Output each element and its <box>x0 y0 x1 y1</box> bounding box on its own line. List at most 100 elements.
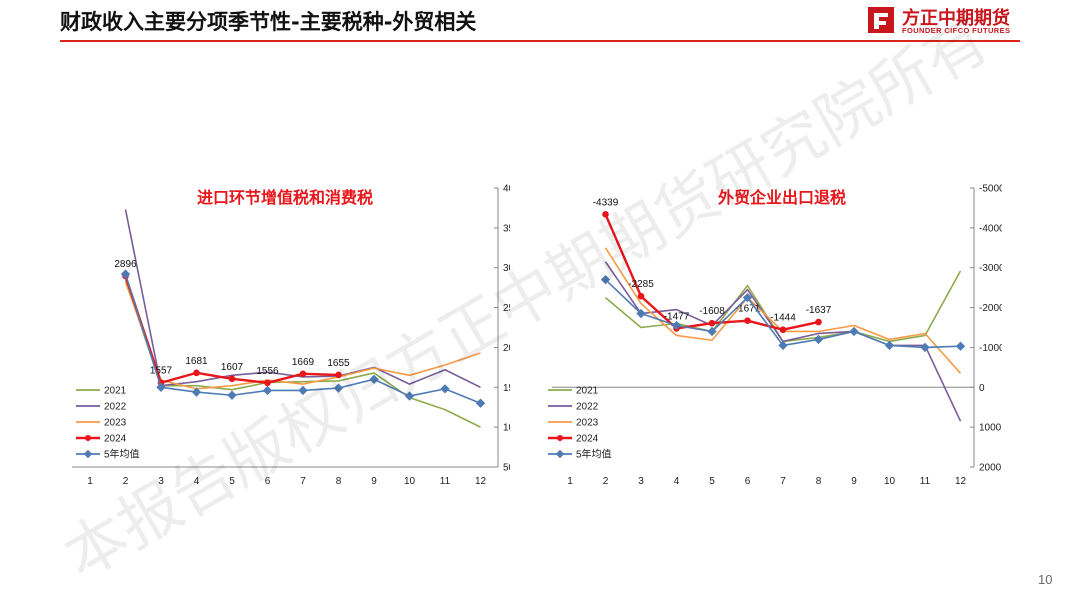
data-label-2024: -1608 <box>699 306 725 317</box>
x-tick-label: 1 <box>567 476 573 487</box>
data-label-2024: 2896 <box>114 259 137 270</box>
x-tick-label: 1 <box>87 476 93 487</box>
y-tick-label: 1000 <box>979 423 1002 434</box>
data-label-2024: 1669 <box>292 357 315 368</box>
page-number: 10 <box>1038 572 1053 587</box>
y-tick-label: -1000 <box>979 343 1002 354</box>
x-tick-label: 4 <box>674 476 680 487</box>
y-tick-label: -2000 <box>979 303 1002 314</box>
data-point-2024 <box>708 319 716 327</box>
data-point-2024 <box>602 211 609 218</box>
x-tick-label: 6 <box>745 476 751 487</box>
x-tick-label: 12 <box>475 476 487 487</box>
data-label-2024: -1671 <box>735 304 761 315</box>
data-point-2024 <box>264 379 271 387</box>
title-divider <box>60 40 1020 42</box>
avg-point-marker <box>440 384 450 394</box>
avg-point-marker <box>671 320 682 331</box>
y-tick-label: 4000 <box>503 184 510 195</box>
legend-entry: 2023 <box>104 418 127 429</box>
x-tick-label: 8 <box>336 476 342 487</box>
y-tick-label: -3000 <box>979 263 1002 274</box>
x-tick-label: 7 <box>300 476 306 487</box>
x-tick-label: 2 <box>123 476 129 487</box>
chart-import-vat: 进口环节增值税和消费税40003500300025002000150010005… <box>72 184 510 487</box>
x-tick-label: 3 <box>638 476 644 487</box>
avg-point-marker <box>298 385 308 396</box>
chart-title: 进口环节增值税和消费税 <box>197 188 373 207</box>
x-tick-label: 8 <box>816 476 822 487</box>
data-point-2024 <box>228 375 236 383</box>
y-tick-label: 1500 <box>503 383 510 394</box>
company-logo: 方正中期期货 FOUNDER CIFCO FUTURES <box>866 5 1026 37</box>
y-tick-label: 2000 <box>979 463 1002 474</box>
y-tick-label: 3000 <box>503 263 510 274</box>
logo-mark-icon <box>868 7 894 33</box>
avg-point-marker <box>120 269 131 279</box>
legend-entry: 2024 <box>576 434 599 445</box>
avg-point-marker <box>156 382 166 392</box>
legend-entry: 2023 <box>576 418 599 429</box>
avg-point-marker <box>707 326 717 337</box>
y-tick-label: 0 <box>979 383 985 394</box>
avg-point-marker <box>955 341 966 351</box>
data-point-2024 <box>193 369 200 377</box>
data-label-2024: 1607 <box>221 362 244 373</box>
series-line-2021 <box>124 279 481 428</box>
avg-point-marker <box>600 275 611 285</box>
y-tick-label: 2000 <box>503 343 510 354</box>
y-tick-label: 1000 <box>503 423 510 434</box>
y-tick-label: -4000 <box>979 223 1002 234</box>
data-point-2024 <box>299 370 307 378</box>
avg-point-marker <box>404 391 415 401</box>
data-label-2024: -4339 <box>593 197 619 208</box>
slide-title: 财政收入主要分项季节性-主要税种-外贸相关 <box>60 10 477 34</box>
series-line-2023 <box>124 281 481 390</box>
x-tick-label: 4 <box>194 476 200 487</box>
avg-point-marker <box>742 292 753 303</box>
x-tick-label: 12 <box>955 476 967 487</box>
avg-point-marker <box>262 385 273 396</box>
x-tick-label: 3 <box>158 476 164 487</box>
avg-point-marker <box>849 326 859 337</box>
x-tick-label: 2 <box>603 476 609 487</box>
data-label-2024: -1637 <box>806 305 832 316</box>
series-line-2023 <box>604 247 962 374</box>
x-tick-label: 10 <box>884 476 896 487</box>
avg-point-marker <box>884 340 895 351</box>
y-tick-label: 2500 <box>503 303 510 314</box>
x-tick-label: 9 <box>851 476 857 487</box>
data-label-2024: -1477 <box>664 311 690 322</box>
data-point-2024 <box>637 292 645 300</box>
legend-entry: 2022 <box>104 402 127 413</box>
legend-entry: 2022 <box>576 402 599 413</box>
x-tick-label: 9 <box>371 476 377 487</box>
legend-marker-avg <box>555 449 565 459</box>
avg-point-marker <box>920 342 930 353</box>
chart-export-rebate: 外贸企业出口退税 -5000 -4000 -3000 -2000 -1000 0 1000 20… <box>548 184 1002 487</box>
data-label-2024: -1444 <box>770 313 796 324</box>
chart-title: 外贸企业出口退税 <box>717 188 846 207</box>
avg-point-marker <box>636 308 646 319</box>
logo-english-name: FOUNDER CIFCO FUTURES <box>902 26 1011 35</box>
data-label-2024: -2285 <box>628 279 654 290</box>
avg-point-marker <box>369 374 379 384</box>
legend-entry: 5年均值 <box>576 448 612 461</box>
x-tick-label: 10 <box>404 476 416 487</box>
data-point-2024 <box>744 317 751 324</box>
data-point-2024 <box>815 318 822 326</box>
x-tick-label: 7 <box>780 476 786 487</box>
x-tick-label: 5 <box>709 476 715 487</box>
data-label-2024: 1681 <box>185 356 208 367</box>
legend-marker-2024 <box>85 435 91 441</box>
data-label-2024: 1557 <box>150 366 173 377</box>
data-label-2024: 1556 <box>256 366 279 377</box>
x-tick-label: 5 <box>229 476 235 487</box>
data-point-2024 <box>335 371 342 379</box>
avg-point-marker <box>227 390 237 400</box>
y-tick-label: 500 <box>503 463 510 474</box>
legend-entry: 2021 <box>104 386 127 397</box>
logo-chinese-name: 方正中期期货 <box>902 8 1010 29</box>
data-label-2024: 1655 <box>327 358 350 369</box>
avg-point-marker <box>813 334 824 345</box>
